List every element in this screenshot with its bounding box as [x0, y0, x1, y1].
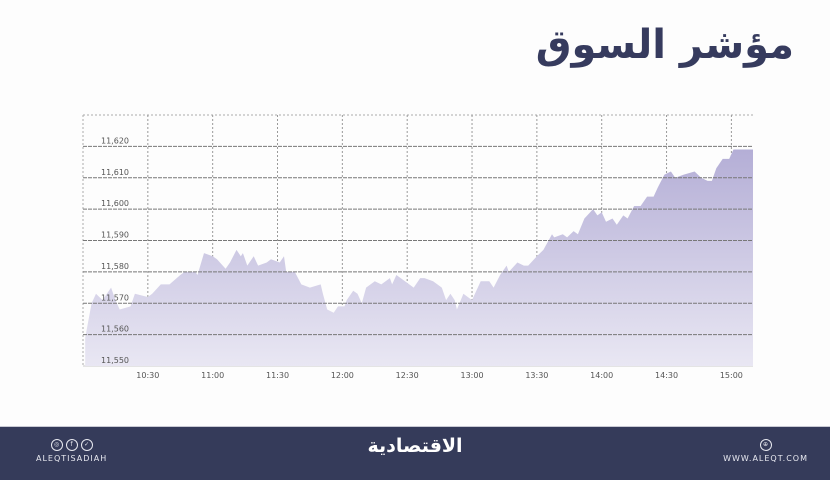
y-tick-label: 11,570 — [101, 293, 129, 302]
social-handle[interactable]: ALEQTISADIAH — [36, 454, 108, 463]
y-tick-label: 11,580 — [101, 262, 129, 271]
x-tick-label: 14:00 — [590, 371, 613, 380]
x-tick-label: 13:30 — [525, 371, 548, 380]
y-tick-label: 11,620 — [101, 136, 129, 145]
y-tick-label: 11,590 — [101, 231, 129, 240]
logo: الاقتصادية — [367, 435, 463, 457]
instagram-icon[interactable]: ◎ — [50, 439, 63, 451]
chart-title: مؤشر السوق — [535, 22, 795, 68]
twitter-icon[interactable]: ✓ — [80, 439, 93, 451]
x-tick-label: 12:00 — [331, 371, 354, 380]
y-tick-label: 11,600 — [101, 199, 129, 208]
footer: ◎ f ✓ ALEQTISADIAH الاقتصادية ⊕ WWW.ALEQ… — [0, 426, 830, 480]
x-tick-label: 13:00 — [461, 371, 484, 380]
website-link[interactable]: WWW.ALEQT.COM — [723, 454, 808, 463]
x-tick-label: 10:30 — [136, 371, 159, 380]
x-tick-label: 11:30 — [266, 371, 289, 380]
market-index-chart: 11,550 11,560 11,570 11,580 11,590 11,600 11,6… — [82, 114, 753, 380]
website-block: ⊕ WWW.ALEQT.COM — [723, 439, 808, 463]
x-tick-label: 15:00 — [720, 371, 743, 380]
globe-icon: ⊕ — [759, 439, 772, 451]
y-tick-label: 11,560 — [101, 325, 129, 334]
facebook-icon[interactable]: f — [65, 439, 78, 451]
index-area — [85, 149, 753, 366]
y-tick-label: 11,550 — [101, 356, 129, 365]
x-tick-label: 11:00 — [201, 371, 224, 380]
x-tick-label: 12:30 — [396, 371, 419, 380]
social-block: ◎ f ✓ ALEQTISADIAH — [36, 439, 107, 463]
x-tick-label: 14:30 — [655, 371, 678, 380]
y-tick-label: 11,610 — [101, 168, 129, 177]
